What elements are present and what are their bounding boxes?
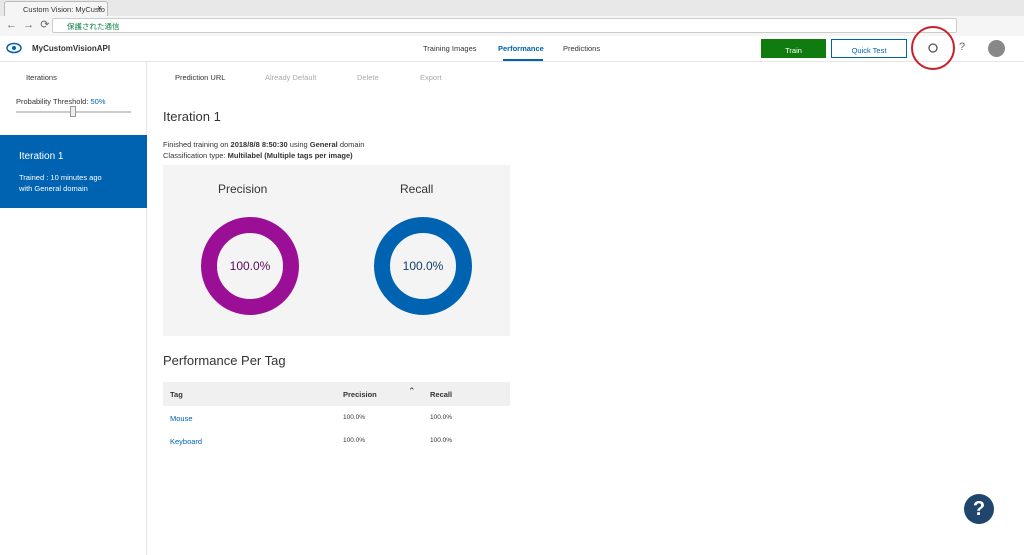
browser-chrome: Custom Vision: MyCusto × ← → ⟳ 保護された通信 [0,0,1024,36]
iteration-card-line: Trained : 10 minutes ago [19,173,102,182]
toolbar-item: Delete [357,73,379,82]
app-header: MyCustomVisionAPI Training Images Perfor… [0,26,1024,70]
threshold-label: Probability Threshold: 50% [16,97,106,106]
metric-value: 100.0% [403,259,444,273]
text: Multilabel (Multiple tags per image) [227,151,353,160]
help-button-label: ? [972,498,986,520]
toolbar-item[interactable]: Prediction URL [175,73,226,82]
toolbar-item: Export [420,73,442,82]
logo [6,42,22,54]
text: Finished training on [163,140,231,149]
iteration-card-title: Iteration 1 [19,151,64,162]
help-button[interactable]: ? [964,494,994,524]
iteration-title: Iteration 1 [163,109,221,124]
tab-title: Custom Vision: MyCusto [23,5,105,14]
quick-test-button[interactable]: Quick Test [831,39,907,58]
recall-donut: 100.0% [374,217,472,315]
tab[interactable]: Custom Vision: MyCusto × [4,1,108,16]
column-header[interactable]: Tag [170,390,183,399]
toolbar-item: Already Default [265,73,317,82]
table-header: Tag Precision ⌃ Recall [163,382,510,406]
active-underline [503,59,543,61]
help-link[interactable]: ? [959,41,966,53]
iteration-card[interactable]: Iteration 1 Trained : 10 minutes ago wit… [0,135,147,208]
iterations-label: Iterations [26,73,57,82]
nav-buttons[interactable]: ← → ⟳ [6,19,50,31]
security-label: 保護された通信 [67,22,120,31]
column-header[interactable]: Recall [430,390,453,399]
metric-label: Recall [400,182,434,196]
cell: 100.0% [430,414,453,421]
address-bar[interactable]: 保護された通信 [52,18,957,33]
iteration-card-line: with General domain [19,184,88,193]
text: General [309,140,338,149]
threshold-value: 50% [90,97,106,106]
text: domain [337,140,365,149]
text: using [287,140,310,149]
classification-line: Classification type: Multilabel (Multipl… [163,151,353,160]
nav-link[interactable]: Training Images [423,44,477,53]
sidebar: Iterations Probability Threshold: 50% It… [0,62,147,555]
metrics-panel: Precision 100.0% Recall 100.0% [163,165,510,336]
metric-label: Precision [218,182,268,196]
app-name: MyCustomVisionAPI [32,44,111,53]
text: 2018/8/8 8:50:30 [230,140,288,149]
sort-arrow: ⌃ [408,386,416,396]
metric-value: 100.0% [230,259,271,273]
cell: 100.0% [343,414,366,421]
quick-test-label: Quick Test [851,46,887,55]
nav-link[interactable]: Predictions [563,44,601,53]
avatar[interactable] [988,40,1005,57]
tab-close[interactable]: × [97,3,103,13]
finished-line: Finished training on 2018/8/8 8:50:30 us… [163,140,364,149]
nav-link-active[interactable]: Performance [498,44,544,53]
threshold-text: Probability Threshold: [16,97,91,106]
text: Classification type: [163,151,228,160]
slider-thumb[interactable] [70,106,76,117]
tag-link[interactable]: Keyboard [170,437,203,446]
train-label: Train [785,46,802,55]
per-tag-title: Performance Per Tag [163,353,286,368]
precision-donut: 100.0% [201,217,299,315]
cell: 100.0% [343,437,366,444]
column-header[interactable]: Precision [343,390,377,399]
train-button[interactable]: Train [761,39,826,58]
tag-link[interactable]: Mouse [170,414,193,423]
cell: 100.0% [430,437,453,444]
settings[interactable] [910,25,956,71]
